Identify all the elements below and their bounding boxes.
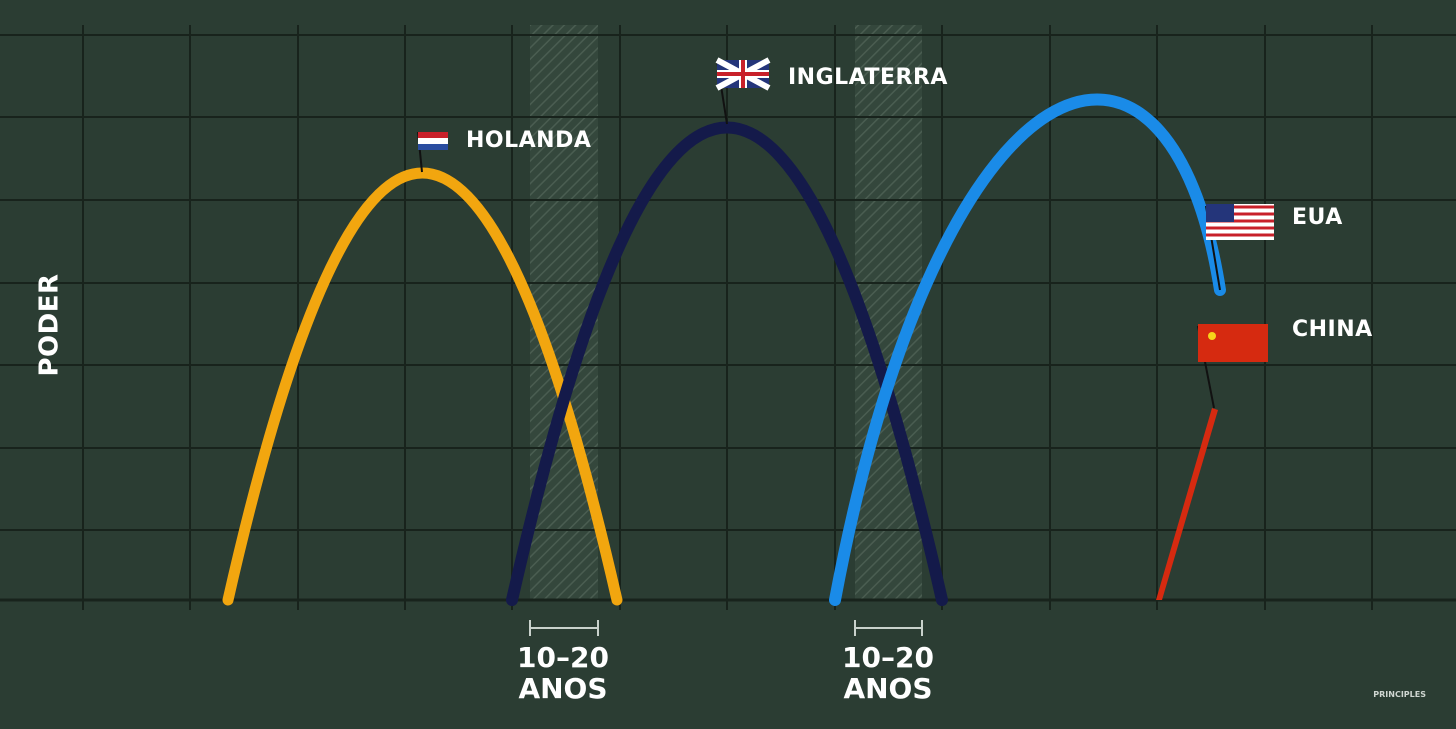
flag-eua xyxy=(1205,204,1274,291)
watermark: PRINCIPLES xyxy=(1373,690,1426,699)
gap-bracket xyxy=(854,620,923,636)
curve-holanda xyxy=(222,167,623,606)
country-label: HOLANDA xyxy=(466,128,591,153)
gap-label: ANOS xyxy=(843,672,932,705)
gap-label: 10–20 xyxy=(517,641,609,674)
gap-bracket xyxy=(529,620,599,636)
curve-eua xyxy=(829,93,1226,606)
curve-china xyxy=(1156,408,1218,600)
grid xyxy=(0,25,1456,610)
axis-label: PODER xyxy=(35,273,65,376)
country-label: EUA xyxy=(1292,205,1343,230)
gap-label: 10–20 xyxy=(842,641,934,674)
country-label: INGLATERRA xyxy=(788,65,948,90)
curve-inglaterra xyxy=(506,121,948,606)
gap-label: ANOS xyxy=(518,672,607,705)
country-label: CHINA xyxy=(1292,317,1373,342)
flag-china xyxy=(1197,324,1268,409)
flag-inglaterra xyxy=(715,57,771,125)
flag-holanda xyxy=(417,131,448,173)
